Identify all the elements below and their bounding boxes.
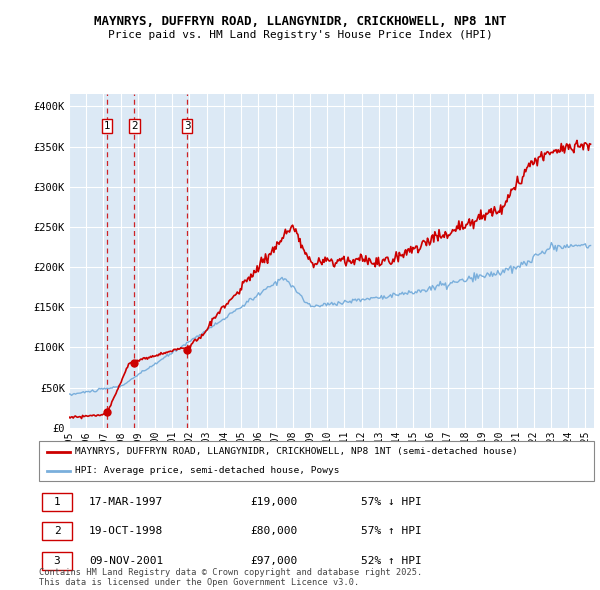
- Text: 3: 3: [184, 121, 190, 131]
- Text: 2: 2: [53, 526, 61, 536]
- Text: 19-OCT-1998: 19-OCT-1998: [89, 526, 163, 536]
- Text: HPI: Average price, semi-detached house, Powys: HPI: Average price, semi-detached house,…: [75, 466, 340, 476]
- Text: 1: 1: [53, 497, 61, 507]
- Text: 17-MAR-1997: 17-MAR-1997: [89, 497, 163, 507]
- Text: £97,000: £97,000: [250, 556, 297, 566]
- FancyBboxPatch shape: [42, 493, 73, 511]
- Text: 1: 1: [104, 121, 110, 131]
- Text: MAYNRYS, DUFFRYN ROAD, LLANGYNIDR, CRICKHOWELL, NP8 1NT (semi-detached house): MAYNRYS, DUFFRYN ROAD, LLANGYNIDR, CRICK…: [75, 447, 518, 457]
- Text: 52% ↑ HPI: 52% ↑ HPI: [361, 556, 422, 566]
- Text: 09-NOV-2001: 09-NOV-2001: [89, 556, 163, 566]
- Text: Price paid vs. HM Land Registry's House Price Index (HPI): Price paid vs. HM Land Registry's House …: [107, 30, 493, 40]
- Text: 3: 3: [53, 556, 61, 566]
- Text: 57% ↓ HPI: 57% ↓ HPI: [361, 497, 422, 507]
- Text: £80,000: £80,000: [250, 526, 297, 536]
- FancyBboxPatch shape: [42, 552, 73, 570]
- FancyBboxPatch shape: [42, 522, 73, 540]
- Text: MAYNRYS, DUFFRYN ROAD, LLANGYNIDR, CRICKHOWELL, NP8 1NT: MAYNRYS, DUFFRYN ROAD, LLANGYNIDR, CRICK…: [94, 15, 506, 28]
- FancyBboxPatch shape: [39, 441, 594, 481]
- Text: Contains HM Land Registry data © Crown copyright and database right 2025.
This d: Contains HM Land Registry data © Crown c…: [39, 568, 422, 587]
- Text: £19,000: £19,000: [250, 497, 297, 507]
- Text: 2: 2: [131, 121, 138, 131]
- Text: 57% ↑ HPI: 57% ↑ HPI: [361, 526, 422, 536]
